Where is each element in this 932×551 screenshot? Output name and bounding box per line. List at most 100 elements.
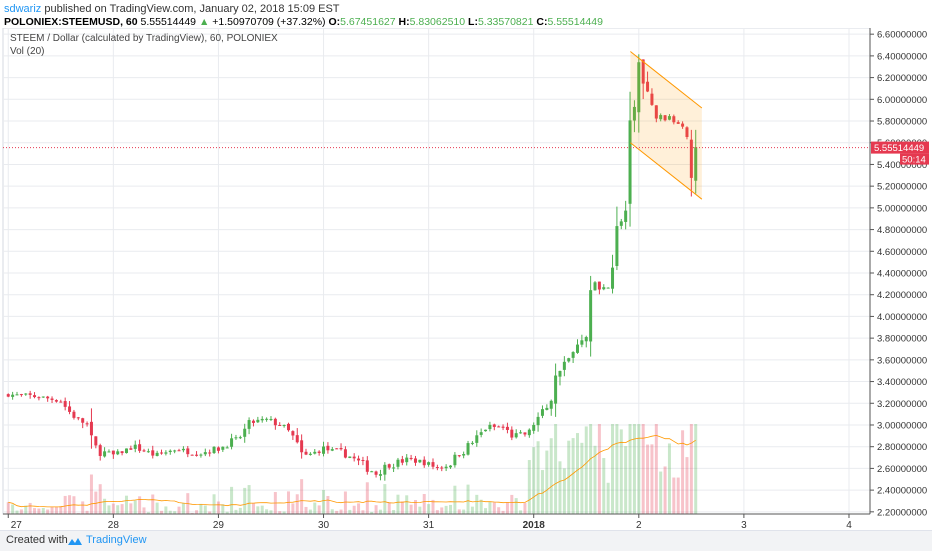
volume-bar: [308, 509, 312, 514]
channel-drawing[interactable]: [630, 51, 703, 200]
volume-bar: [317, 505, 321, 514]
volume-bar: [33, 508, 37, 514]
x-tick-label: 2: [636, 520, 642, 530]
candle-body: [431, 462, 435, 467]
volume-bar: [59, 506, 63, 514]
candle-body: [94, 436, 98, 446]
candle-body: [632, 106, 636, 121]
price-tag-text: 5.55514449: [874, 143, 924, 154]
volume-bar: [89, 474, 93, 514]
time-axis[interactable]: 27 28 29 30 31 2018 2 3 4: [3, 513, 870, 530]
volume-bar: [400, 501, 404, 514]
volume-bar: [514, 498, 518, 514]
x-tick-label: 4: [846, 520, 852, 530]
candle-body: [365, 460, 369, 472]
candle-body: [81, 418, 85, 423]
volume-bar: [549, 438, 553, 514]
candle-body: [199, 454, 203, 456]
volume-bar: [597, 424, 601, 514]
candle-body: [405, 457, 409, 463]
candle-body: [497, 426, 501, 428]
volume-bar: [558, 461, 562, 514]
volume-bar: [111, 503, 115, 514]
volume-bar: [484, 508, 488, 514]
chart-grid: [2, 28, 871, 515]
volume-bar: [265, 509, 269, 514]
volume-bar: [41, 507, 45, 514]
candle-body: [584, 337, 588, 342]
candle-body: [694, 147, 698, 181]
candle-body: [103, 451, 107, 457]
candle-body: [335, 448, 339, 450]
candle-body: [361, 459, 365, 461]
volume-bar: [68, 495, 72, 514]
plot-frame: [2, 28, 871, 515]
volume-bar: [348, 509, 352, 514]
volume-bar: [335, 510, 339, 514]
candle-body: [111, 450, 115, 455]
volume-bar: [330, 509, 334, 514]
candle-body: [370, 471, 374, 473]
candle-body: [514, 433, 518, 438]
candle-body: [435, 467, 439, 469]
candle-body: [396, 459, 400, 467]
candle-body: [453, 454, 457, 466]
candle-body: [54, 400, 58, 402]
volume-bar: [28, 502, 32, 514]
last-price: 5.55514449: [140, 16, 197, 28]
candle-body: [427, 462, 431, 465]
published-text: published on TradingView.com, January 02…: [44, 3, 340, 15]
volume-bar: [475, 494, 479, 514]
y-tick-label: 4.40000000: [877, 269, 927, 280]
candle-body: [76, 417, 80, 419]
candle-body: [611, 267, 615, 289]
volume-bar: [142, 507, 146, 514]
footer: Created with TradingView: [0, 530, 932, 551]
candle-body: [260, 418, 264, 421]
tradingview-link[interactable]: TradingView: [86, 534, 147, 546]
price-chart[interactable]: 2.20000000 2.40000000 2.60000000 2.80000000…: [0, 28, 932, 530]
candle-body: [646, 81, 650, 92]
volume-bar: [431, 499, 435, 514]
candle-body: [536, 416, 540, 426]
volume-bar: [659, 471, 663, 514]
volume-bar: [667, 443, 671, 514]
y-tick-label: 6.60000000: [877, 30, 927, 41]
ohlc-line: POLONIEX:STEEMUSD, 60 5.55514449 ▲ +1.50…: [4, 16, 603, 28]
y-tick-label: 6.40000000: [877, 51, 927, 62]
volume-bar: [632, 424, 636, 514]
candle-body: [63, 401, 67, 407]
volume-bar: [488, 502, 492, 514]
volume-bar: [641, 424, 645, 514]
author-link[interactable]: sdwariz: [4, 3, 42, 15]
volume-bar: [173, 511, 177, 514]
y-tick-label: 6.00000000: [877, 95, 927, 106]
candle-body: [440, 467, 444, 469]
volume-bar: [343, 491, 347, 514]
volume-bar: [116, 505, 120, 514]
volume-bar: [278, 511, 282, 514]
volume-bar: [681, 430, 685, 514]
volume-bar: [129, 503, 133, 514]
candle-body: [308, 453, 312, 455]
candle-body: [173, 450, 177, 452]
volume-bar: [138, 496, 142, 514]
volume-bar: [124, 495, 128, 514]
volume-bar: [672, 477, 676, 514]
channel-lower: [630, 142, 703, 200]
candle-body: [221, 446, 225, 450]
volume-bar: [466, 484, 470, 514]
candle-body: [247, 420, 251, 429]
volume-bar: [365, 482, 369, 514]
candle-body: [479, 432, 483, 435]
candle-body: [589, 290, 593, 342]
volume-bar: [545, 450, 549, 514]
volume-bar: [571, 438, 575, 514]
volume-bar: [208, 511, 212, 514]
price-axis[interactable]: 2.20000000 2.40000000 2.60000000 2.80000000…: [869, 28, 927, 518]
candle-body: [383, 464, 387, 475]
candle-body: [160, 452, 164, 454]
candle-body: [444, 466, 448, 469]
volume-bar: [449, 504, 453, 514]
candle-body: [624, 210, 628, 222]
